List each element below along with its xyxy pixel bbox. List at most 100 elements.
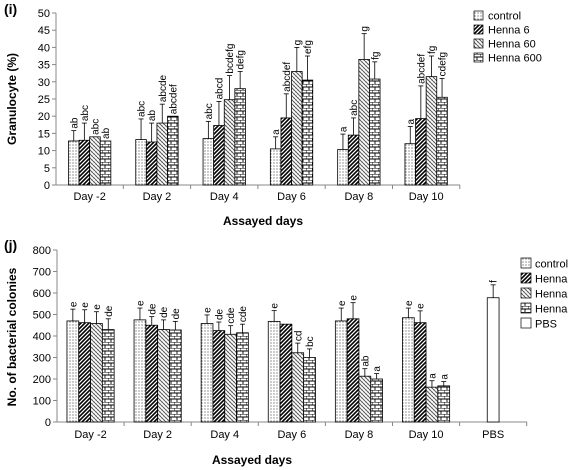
bar: [337, 149, 349, 186]
legend-label: Henna 6: [488, 25, 530, 37]
significance-label: a: [427, 373, 438, 379]
legend-label: Henna 600: [535, 304, 568, 316]
bar: [101, 329, 115, 423]
legend-swatch: [473, 38, 484, 49]
legend-label: PBS: [535, 319, 557, 331]
y-tick-label: 300: [33, 353, 51, 365]
significance-label: e: [416, 303, 427, 309]
bar: [99, 140, 112, 186]
significance-label: abcde: [158, 74, 169, 102]
bar: [68, 140, 80, 186]
significance-label: e: [349, 295, 360, 301]
bar: [415, 118, 427, 186]
bar: [213, 125, 225, 186]
x-axis-label: Assayed days: [223, 214, 303, 228]
bar: [425, 386, 439, 423]
bar: [156, 122, 168, 186]
significance-label: f: [489, 280, 500, 283]
bar: [291, 71, 303, 186]
significance-label: fg: [370, 52, 381, 60]
bar: [145, 324, 159, 423]
x-tick-label: Day 6: [277, 429, 306, 441]
x-tick-label: Day 2: [143, 429, 172, 441]
legend-swatch: [473, 10, 484, 21]
significance-label: a: [406, 119, 417, 125]
bar: [78, 139, 91, 186]
bar: [301, 79, 314, 186]
y-tick-label: 100: [33, 396, 51, 408]
x-tick-label: Day 8: [344, 191, 373, 203]
significance-label: abc: [90, 119, 101, 135]
significance-label: abcdef: [168, 84, 179, 114]
bar: [78, 322, 91, 423]
x-tick-label: Day 10: [409, 191, 444, 203]
x-tick-label: Day 2: [143, 191, 172, 203]
bar: [402, 317, 415, 423]
bar: [145, 141, 158, 186]
legend-label: Henna 6: [535, 274, 568, 286]
bar: [291, 352, 305, 423]
significance-label: ab: [147, 110, 158, 122]
significance-label: a: [271, 129, 282, 135]
y-tick-label: 800: [33, 245, 51, 257]
bar: [280, 117, 292, 186]
y-tick-label: 5: [44, 163, 50, 175]
significance-label: e: [92, 304, 103, 310]
bar: [157, 329, 170, 423]
significance-label: de: [147, 303, 158, 315]
bar: [169, 329, 182, 423]
x-tick-label: Day 10: [409, 429, 444, 441]
significance-label: abc: [137, 101, 148, 117]
bar: [167, 115, 179, 186]
bar: [133, 319, 147, 423]
bar: [66, 320, 80, 423]
y-tick-label: 10: [38, 146, 50, 158]
y-tick-label: 35: [38, 60, 50, 72]
bar: [369, 78, 381, 186]
bar: [358, 375, 372, 423]
y-axis-label: Granulocyte (%): [5, 53, 19, 145]
significance-label: bc: [305, 336, 316, 347]
bar: [90, 323, 103, 423]
bar: [370, 378, 383, 423]
y-axis-label: No. of bacterial colonies: [5, 267, 19, 406]
bar: [202, 138, 215, 186]
panel-label-i: (i): [4, 1, 17, 17]
x-tick-label: Day -2: [73, 191, 105, 203]
x-axis-label: Assayed days: [212, 453, 292, 467]
bar: [358, 59, 370, 186]
y-tick-label: 400: [33, 331, 51, 343]
bar: [437, 385, 451, 423]
y-tick-label: 15: [38, 128, 50, 140]
significance-label: g: [292, 40, 303, 46]
panel-label-j: (j): [4, 237, 17, 253]
legend-swatch: [520, 287, 532, 299]
bar: [346, 318, 360, 423]
significance-label: abc: [204, 103, 215, 119]
y-tick-label: 40: [38, 42, 50, 54]
bar: [200, 323, 214, 423]
legend-swatch: [520, 302, 532, 314]
x-tick-label: Day 4: [210, 191, 239, 203]
significance-label: fg: [427, 46, 438, 54]
significance-label: e: [135, 300, 146, 306]
bar: [135, 139, 147, 186]
significance-label: e: [68, 301, 79, 307]
x-tick-label: Day -2: [74, 429, 106, 441]
bar: [269, 148, 282, 186]
y-tick-label: 30: [38, 77, 50, 89]
significance-label: ab: [360, 355, 371, 367]
significance-label: efg: [303, 40, 314, 54]
legend-label: control: [535, 259, 568, 271]
significance-label: a: [338, 126, 349, 132]
significance-label: defg: [236, 50, 247, 69]
bar: [89, 136, 101, 186]
bar: [224, 333, 237, 423]
significance-label: de: [171, 308, 182, 320]
significance-label: cd: [293, 331, 304, 342]
legend-swatch: [473, 24, 484, 35]
legend: control Henna 6 Henna 60 Henna 600 PBS: [520, 257, 568, 331]
bar: [413, 322, 427, 423]
y-tick-label: 50: [38, 8, 50, 20]
